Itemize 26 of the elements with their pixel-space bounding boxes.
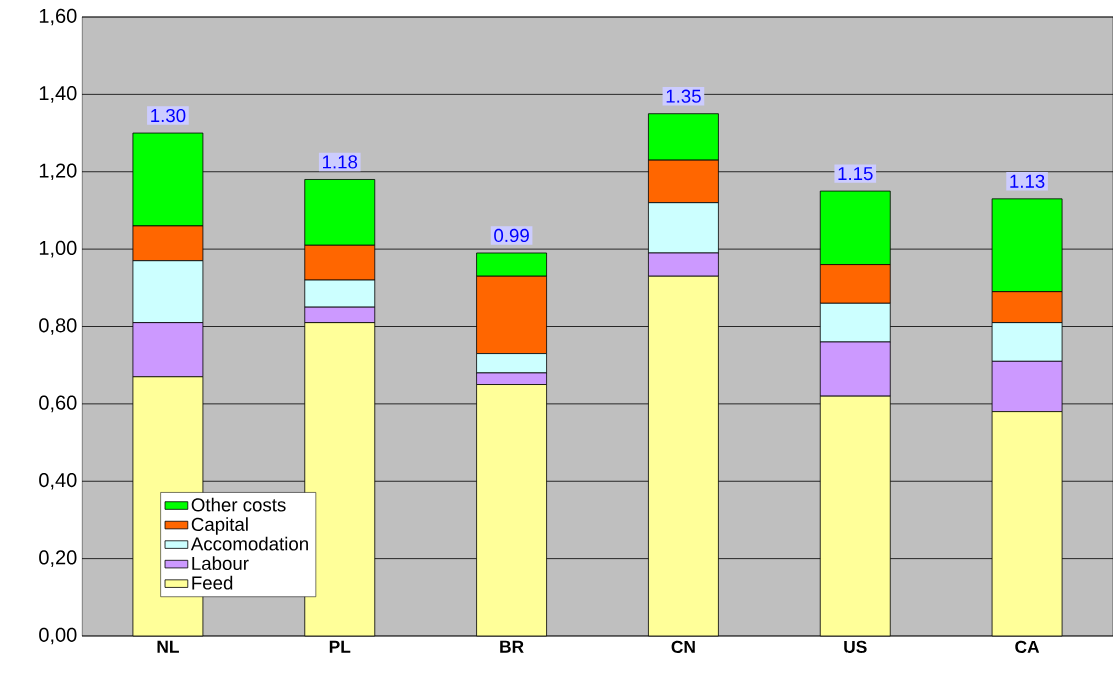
total-label: 1.15: [838, 167, 873, 181]
total-label: 1.35: [666, 89, 701, 103]
y-tick-label: 0,00: [39, 627, 77, 645]
x-tick-label: CN: [671, 640, 695, 653]
y-tick-label: 0,60: [39, 395, 77, 413]
y-tick-label: 1,00: [39, 240, 77, 258]
legend-label: Accomodation: [190, 536, 308, 551]
y-tick-label: 1,60: [39, 8, 77, 26]
y-tick-label: 0,20: [39, 550, 77, 567]
legend-label: Other costs: [191, 497, 286, 512]
y-tick-label: 0,80: [39, 318, 77, 335]
total-label: 1.13: [1010, 174, 1045, 188]
y-tick-label: 1,40: [39, 86, 77, 103]
y-tick-label: 0,40: [39, 472, 77, 490]
x-tick-label: PL: [329, 640, 351, 653]
x-tick-label: BR: [500, 640, 524, 653]
total-label: 1.30: [151, 108, 186, 123]
total-label: 1.18: [323, 155, 358, 169]
y-tick-label: 1,20: [39, 163, 77, 180]
legend-label: Feed: [192, 575, 233, 590]
total-label: 0.99: [494, 228, 529, 243]
legend-label: Labour: [192, 556, 249, 571]
x-tick-label: NL: [157, 640, 179, 653]
x-tick-label: US: [844, 640, 867, 653]
x-tick-label: CA: [1015, 640, 1040, 653]
legend-label: Capital: [191, 517, 248, 535]
